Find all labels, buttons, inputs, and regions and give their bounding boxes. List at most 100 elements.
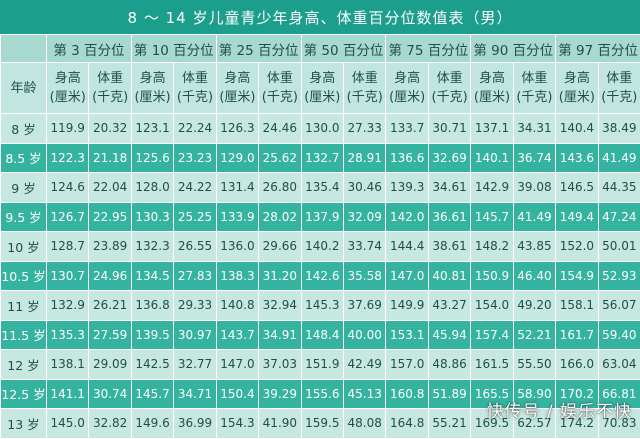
height-cell: 166.0: [556, 350, 598, 380]
weight-cell: 40.81: [428, 261, 470, 291]
measure-header-row: 年龄 身高(厘米)体重(千克)身高(厘米)体重(千克)身高(厘米)体重(千克)身…: [1, 63, 640, 114]
height-cell: 138.1: [47, 350, 89, 380]
height-cell: 130.7: [47, 261, 89, 291]
height-cell: 132.7: [301, 143, 343, 173]
height-cell: 135.4: [301, 173, 343, 203]
weight-cell: 49.20: [513, 291, 555, 321]
percentile-header: 第 90 百分位: [471, 35, 556, 63]
percentile-header-row: 第 3 百分位 第 10 百分位 第 25 百分位 第 50 百分位 第 75 …: [1, 35, 640, 63]
weight-header: 体重(千克): [598, 63, 640, 114]
weight-header-unit: (千克): [89, 88, 130, 107]
height-cell: 134.5: [131, 261, 173, 291]
age-cell: 9 岁: [1, 173, 47, 203]
height-header-unit: (厘米): [556, 88, 597, 107]
weight-header-label: 体重: [514, 69, 555, 88]
weight-cell: 47.24: [598, 202, 640, 232]
height-cell: 135.3: [47, 320, 89, 350]
weight-cell: 43.85: [513, 232, 555, 262]
height-cell: 150.4: [216, 379, 258, 409]
height-cell: 119.9: [47, 114, 89, 144]
age-cell: 12 岁: [1, 350, 47, 380]
height-header-unit: (厘米): [132, 88, 173, 107]
weight-header-unit: (千克): [429, 88, 470, 107]
weight-cell: 32.69: [428, 143, 470, 173]
weight-cell: 45.94: [428, 320, 470, 350]
weight-cell: 23.23: [174, 143, 216, 173]
percentile-header: 第 75 百分位: [386, 35, 471, 63]
weight-header: 体重(千克): [259, 63, 301, 114]
weight-cell: 52.93: [598, 261, 640, 291]
weight-cell: 41.49: [513, 202, 555, 232]
watermark: 快传号 / 娱乐不快: [486, 397, 632, 422]
height-cell: 132.3: [131, 232, 173, 262]
age-cell: 10 岁: [1, 232, 47, 262]
height-cell: 133.7: [386, 114, 428, 144]
weight-cell: 22.24: [174, 114, 216, 144]
weight-header-label: 体重: [174, 69, 215, 88]
height-cell: 159.5: [301, 409, 343, 439]
weight-header: 体重(千克): [428, 63, 470, 114]
weight-cell: 32.09: [344, 202, 386, 232]
height-cell: 145.7: [131, 379, 173, 409]
weight-cell: 55.50: [513, 350, 555, 380]
height-cell: 139.5: [131, 320, 173, 350]
height-header-unit: (厘米): [47, 88, 88, 107]
height-cell: 140.2: [301, 232, 343, 262]
height-header-label: 身高: [471, 69, 512, 88]
height-cell: 136.8: [131, 291, 173, 321]
height-cell: 141.1: [47, 379, 89, 409]
header-corner: [1, 35, 47, 63]
age-cell: 8 岁: [1, 114, 47, 144]
weight-cell: 48.08: [344, 409, 386, 439]
weight-cell: 41.90: [259, 409, 301, 439]
weight-header: 体重(千克): [513, 63, 555, 114]
weight-header-unit: (千克): [174, 88, 215, 107]
height-cell: 136.0: [216, 232, 258, 262]
height-cell: 154.3: [216, 409, 258, 439]
height-cell: 124.6: [47, 173, 89, 203]
height-cell: 148.2: [471, 232, 513, 262]
age-column-header: 年龄: [1, 63, 47, 114]
weight-cell: 48.86: [428, 350, 470, 380]
weight-cell: 29.66: [259, 232, 301, 262]
weight-cell: 56.07: [598, 291, 640, 321]
height-cell: 149.9: [386, 291, 428, 321]
weight-cell: 32.94: [259, 291, 301, 321]
height-cell: 140.1: [471, 143, 513, 173]
height-cell: 146.5: [556, 173, 598, 203]
height-cell: 154.9: [556, 261, 598, 291]
weight-header-unit: (千克): [344, 88, 385, 107]
height-cell: 131.4: [216, 173, 258, 203]
weight-cell: 36.61: [428, 202, 470, 232]
weight-cell: 52.21: [513, 320, 555, 350]
weight-cell: 43.27: [428, 291, 470, 321]
weight-cell: 63.04: [598, 350, 640, 380]
height-header: 身高(厘米): [301, 63, 343, 114]
height-header-unit: (厘米): [471, 88, 512, 107]
weight-cell: 33.74: [344, 232, 386, 262]
height-header-label: 身高: [132, 69, 173, 88]
weight-cell: 24.96: [89, 261, 131, 291]
height-cell: 142.9: [471, 173, 513, 203]
height-cell: 147.0: [386, 261, 428, 291]
height-cell: 128.7: [47, 232, 89, 262]
height-cell: 130.3: [131, 202, 173, 232]
height-header-label: 身高: [47, 69, 88, 88]
height-cell: 123.1: [131, 114, 173, 144]
weight-cell: 40.00: [344, 320, 386, 350]
height-cell: 128.0: [131, 173, 173, 203]
weight-cell: 42.49: [344, 350, 386, 380]
percentile-header: 第 10 百分位: [131, 35, 216, 63]
age-cell: 13 岁: [1, 409, 47, 439]
height-cell: 142.0: [386, 202, 428, 232]
weight-cell: 37.69: [344, 291, 386, 321]
weight-cell: 28.91: [344, 143, 386, 173]
height-cell: 139.3: [386, 173, 428, 203]
height-cell: 151.9: [301, 350, 343, 380]
weight-cell: 55.21: [428, 409, 470, 439]
height-cell: 153.1: [386, 320, 428, 350]
